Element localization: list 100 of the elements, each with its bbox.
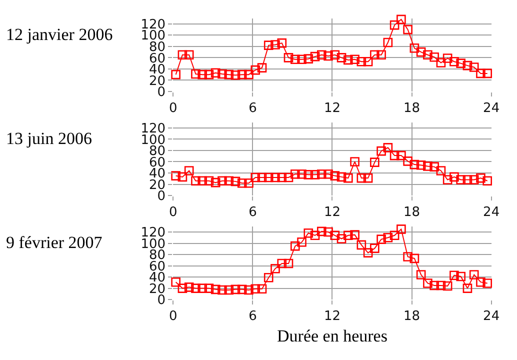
point — [270, 40, 280, 50]
point — [336, 53, 346, 62]
point — [171, 171, 180, 180]
point — [476, 173, 486, 183]
point — [210, 284, 220, 294]
point — [430, 280, 439, 290]
point — [316, 50, 326, 60]
point — [290, 54, 300, 64]
point — [184, 50, 194, 60]
x-tick-label: 6 — [248, 101, 257, 116]
point — [184, 282, 194, 292]
point — [403, 156, 412, 166]
point — [244, 178, 254, 188]
point — [171, 277, 180, 287]
point — [423, 50, 432, 60]
point — [396, 150, 406, 160]
point — [436, 280, 446, 290]
point — [370, 50, 380, 60]
point — [330, 230, 340, 240]
point — [297, 169, 306, 179]
point — [204, 176, 214, 186]
point — [436, 166, 446, 176]
x-tick-label: 24 — [483, 309, 500, 324]
point — [250, 172, 260, 182]
x-tick-label: 12 — [324, 309, 341, 324]
point — [336, 234, 346, 244]
point — [469, 62, 479, 72]
point — [403, 252, 412, 262]
point — [324, 169, 333, 179]
point — [350, 54, 360, 64]
point — [210, 178, 220, 188]
point — [250, 284, 260, 294]
point — [356, 173, 366, 183]
chart-title: 13 juin 2006 — [6, 129, 92, 148]
point — [290, 241, 300, 251]
x-tick-label: 6 — [248, 205, 257, 220]
point — [450, 172, 459, 182]
point — [264, 40, 274, 50]
point — [462, 175, 472, 184]
point — [304, 54, 314, 64]
point — [390, 20, 400, 30]
chart-title: 12 janvier 2006 — [6, 25, 113, 44]
point — [370, 158, 380, 167]
point — [376, 50, 386, 60]
y-tick-label: 0 — [157, 189, 166, 204]
x-tick-label: 12 — [324, 101, 341, 116]
point — [363, 56, 373, 66]
point — [210, 68, 220, 78]
point — [218, 69, 227, 79]
point — [230, 176, 240, 186]
point — [456, 58, 466, 68]
point — [324, 51, 333, 61]
point — [284, 258, 294, 268]
point — [482, 68, 492, 78]
point — [277, 172, 287, 182]
point — [430, 162, 439, 172]
point — [171, 70, 180, 80]
point — [390, 150, 400, 160]
point — [237, 70, 247, 80]
point — [270, 264, 280, 274]
x-tick-label: 24 — [483, 205, 500, 220]
y-tick-label: 0 — [157, 85, 166, 100]
x-tick-label: 18 — [404, 205, 420, 220]
point — [264, 272, 274, 282]
point — [218, 285, 227, 295]
point — [462, 60, 472, 70]
point — [191, 176, 200, 186]
point — [244, 285, 254, 295]
point — [482, 176, 492, 186]
point — [469, 175, 479, 184]
point — [224, 285, 234, 295]
x-tick-label: 0 — [169, 205, 178, 220]
point — [310, 230, 320, 240]
point — [244, 70, 254, 80]
point — [336, 172, 346, 182]
x-tick-label: 12 — [324, 205, 341, 220]
point — [237, 178, 247, 188]
point — [224, 176, 234, 186]
point — [178, 172, 188, 182]
point — [230, 70, 240, 80]
point — [442, 175, 452, 184]
point — [482, 278, 492, 288]
point — [344, 173, 353, 183]
point — [410, 43, 420, 53]
point — [462, 284, 472, 293]
point — [423, 278, 432, 288]
point — [250, 65, 260, 75]
point — [257, 172, 267, 182]
point — [396, 224, 406, 234]
point — [218, 176, 227, 186]
point — [297, 237, 306, 247]
point — [224, 70, 234, 80]
point — [257, 63, 267, 72]
point — [316, 226, 326, 236]
point — [370, 244, 380, 253]
point — [230, 284, 240, 294]
point — [344, 55, 353, 65]
point — [277, 258, 287, 268]
point — [450, 56, 459, 66]
point — [284, 53, 294, 62]
